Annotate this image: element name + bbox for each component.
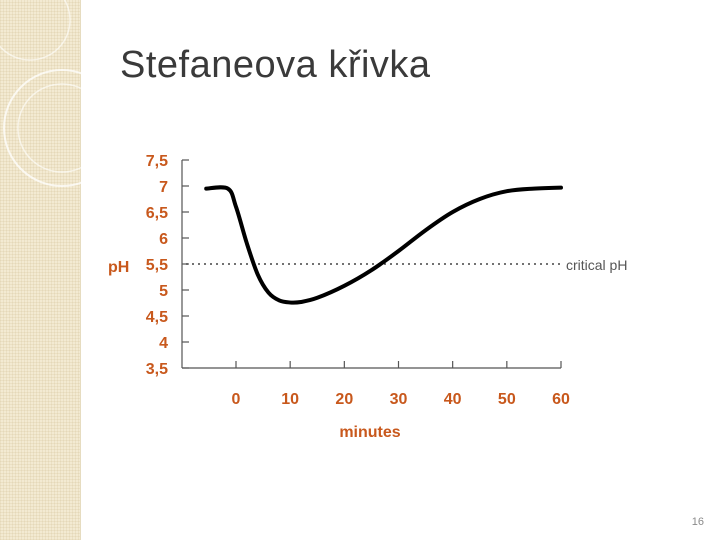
chart-series [204, 185, 563, 305]
y-tick-label: 6 [159, 231, 168, 248]
x-tick-label: 40 [444, 391, 462, 408]
y-tick-label: 4,5 [146, 309, 168, 326]
ph-curve-line [204, 185, 563, 305]
page-number: 16 [691, 516, 704, 528]
x-axis-title: minutes [339, 424, 400, 441]
y-tick-label: 5 [159, 283, 168, 300]
y-tick-label: 7 [159, 179, 168, 196]
decorative-circles [0, 0, 121, 187]
critical-ph-label: critical pH [566, 257, 627, 273]
critical-ph-reference: critical pH [186, 257, 627, 273]
y-axis-title: pH [108, 259, 129, 276]
x-tick-label: 60 [552, 391, 570, 408]
x-tick-label: 30 [390, 391, 408, 408]
x-tick-label: 10 [281, 391, 299, 408]
y-tick-label: 6,5 [146, 205, 168, 222]
y-tick-label: 7,5 [146, 153, 168, 170]
chart-labels: 7,5 7 6,5 6 5,5 5 4,5 4 3,5 0 10 20 30 40 50 60 minutes p… [108, 153, 570, 441]
x-tick-label: 0 [232, 391, 241, 408]
chart-ticks [182, 159, 562, 369]
y-tick-label: 5,5 [146, 257, 168, 274]
x-tick-label: 20 [335, 391, 353, 408]
y-tick-label: 4 [159, 335, 168, 352]
y-tick-label: 3,5 [146, 361, 168, 378]
x-tick-label: 50 [498, 391, 516, 408]
slide-title: Stefaneova křivka [120, 44, 431, 86]
